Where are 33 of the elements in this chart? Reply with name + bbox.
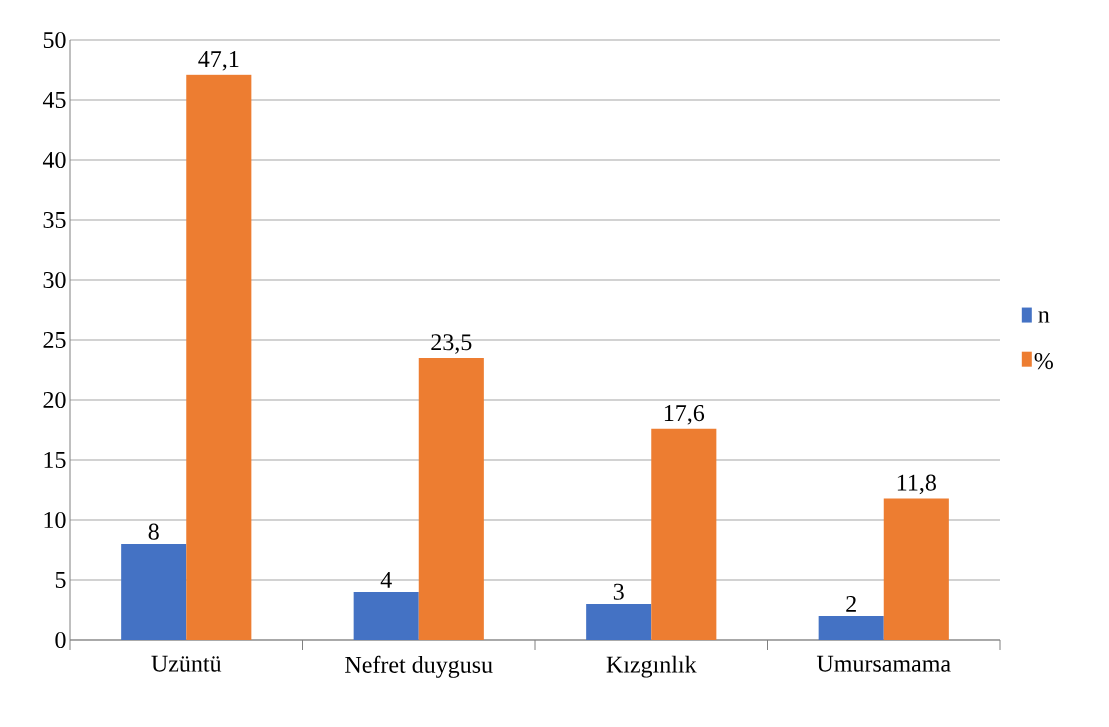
data-label: 4 <box>380 571 392 588</box>
bar <box>651 428 717 640</box>
y-tick-label: 20 <box>43 391 66 409</box>
y-tick-label: 40 <box>42 151 66 169</box>
data-label: 47,1 <box>198 51 239 71</box>
y-tick-label: 10 <box>44 511 66 529</box>
data-label: 3 <box>613 583 624 600</box>
y-tick-label: 50 <box>43 31 66 49</box>
y-tick-label: 30 <box>43 271 66 289</box>
y-tick-label: 5 <box>55 572 66 588</box>
x-tick-label: Uzüntü <box>151 655 222 672</box>
x-tick-label: Kızgınlık <box>606 655 697 678</box>
bar <box>586 603 652 640</box>
y-tick-label: 0 <box>55 631 66 649</box>
bar <box>353 591 419 640</box>
data-label: 23,5 <box>431 334 472 354</box>
bar <box>818 615 884 640</box>
y-tick-label: 25 <box>43 331 66 349</box>
y-tick-label: 15 <box>44 451 66 469</box>
y-tick-label: 45 <box>42 91 66 108</box>
bar <box>883 498 949 640</box>
data-label: 8 <box>148 523 159 540</box>
bar <box>121 543 187 640</box>
data-label: 2 <box>846 595 856 612</box>
data-label: 17,6 <box>664 405 705 425</box>
x-tick-label: Nefret duygusu <box>345 655 493 678</box>
legend-label: n <box>1038 311 1050 323</box>
x-tick-label: Umursamama <box>816 655 951 672</box>
y-tick-label: 35 <box>43 211 66 229</box>
bar <box>418 357 484 640</box>
bar <box>186 74 252 640</box>
legend-label: % <box>1034 352 1053 370</box>
data-label: 11,8 <box>897 474 936 495</box>
